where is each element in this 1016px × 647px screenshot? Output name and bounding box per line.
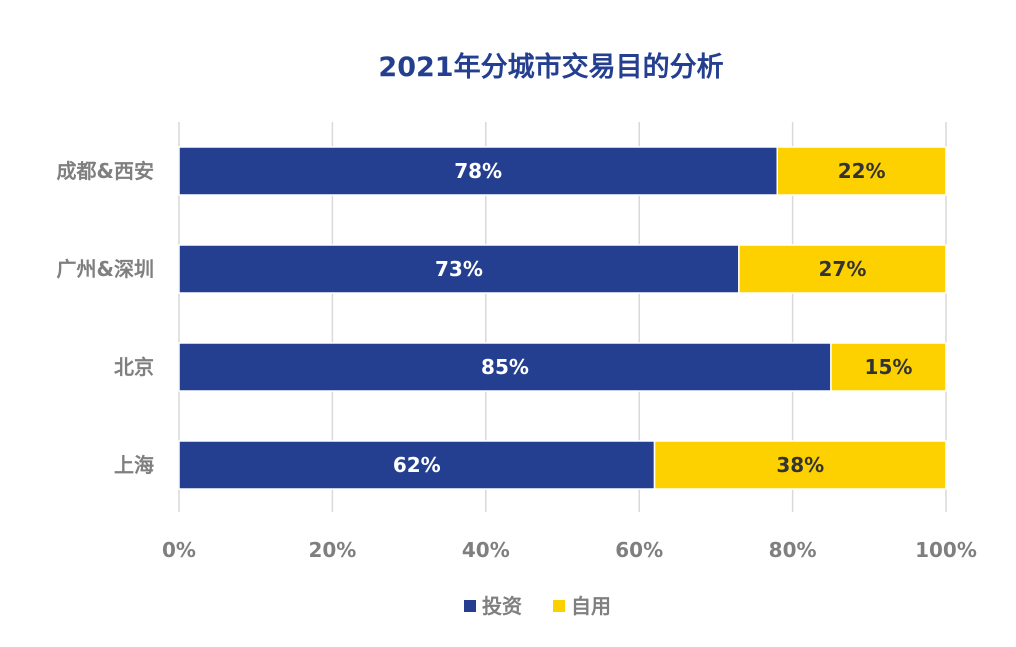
legend-swatch (553, 600, 565, 612)
x-tick-label: 20% (308, 538, 356, 562)
x-tick-label: 0% (162, 538, 196, 562)
x-tick-label: 60% (615, 538, 663, 562)
bar-segment (178, 440, 656, 490)
bar-data-label: 62% (393, 453, 441, 477)
category-label: 成都&西安 (57, 159, 154, 183)
bar-data-label: 15% (865, 355, 913, 379)
category-label: 北京 (114, 355, 154, 379)
bar-data-label: 22% (838, 159, 886, 183)
legend: 投资 自用 (464, 594, 611, 618)
bar-segment (738, 244, 947, 294)
bar-segment (776, 146, 947, 196)
legend-swatch (464, 600, 476, 612)
category-label: 广州&深圳 (57, 257, 154, 281)
bar-data-label: 27% (819, 257, 867, 281)
x-tick-label: 80% (769, 538, 817, 562)
x-tick-label: 100% (915, 538, 977, 562)
bar-data-label: 38% (776, 453, 824, 477)
legend-label: 投资 (482, 594, 522, 618)
chart-title: 2021年分城市交易目的分析 (378, 51, 723, 83)
x-tick-labels: 0% 20% 40% 60% 80% 100% (162, 538, 977, 562)
bar-segment (830, 342, 947, 392)
legend-item: 投资 (464, 594, 522, 618)
category-label: 上海 (114, 453, 154, 477)
bar-segment (178, 146, 779, 196)
bar-segment (178, 342, 832, 392)
x-tick-label: 40% (462, 538, 510, 562)
bars: 78% 22% 73% 27% 85% 15% 62% 38% (178, 146, 947, 490)
bar-data-label: 73% (435, 257, 483, 281)
bar-data-label: 78% (454, 159, 502, 183)
bar-segment (653, 440, 947, 490)
bar-data-label: 85% (481, 355, 529, 379)
legend-item: 自用 (553, 594, 611, 618)
legend-label: 自用 (571, 594, 611, 618)
